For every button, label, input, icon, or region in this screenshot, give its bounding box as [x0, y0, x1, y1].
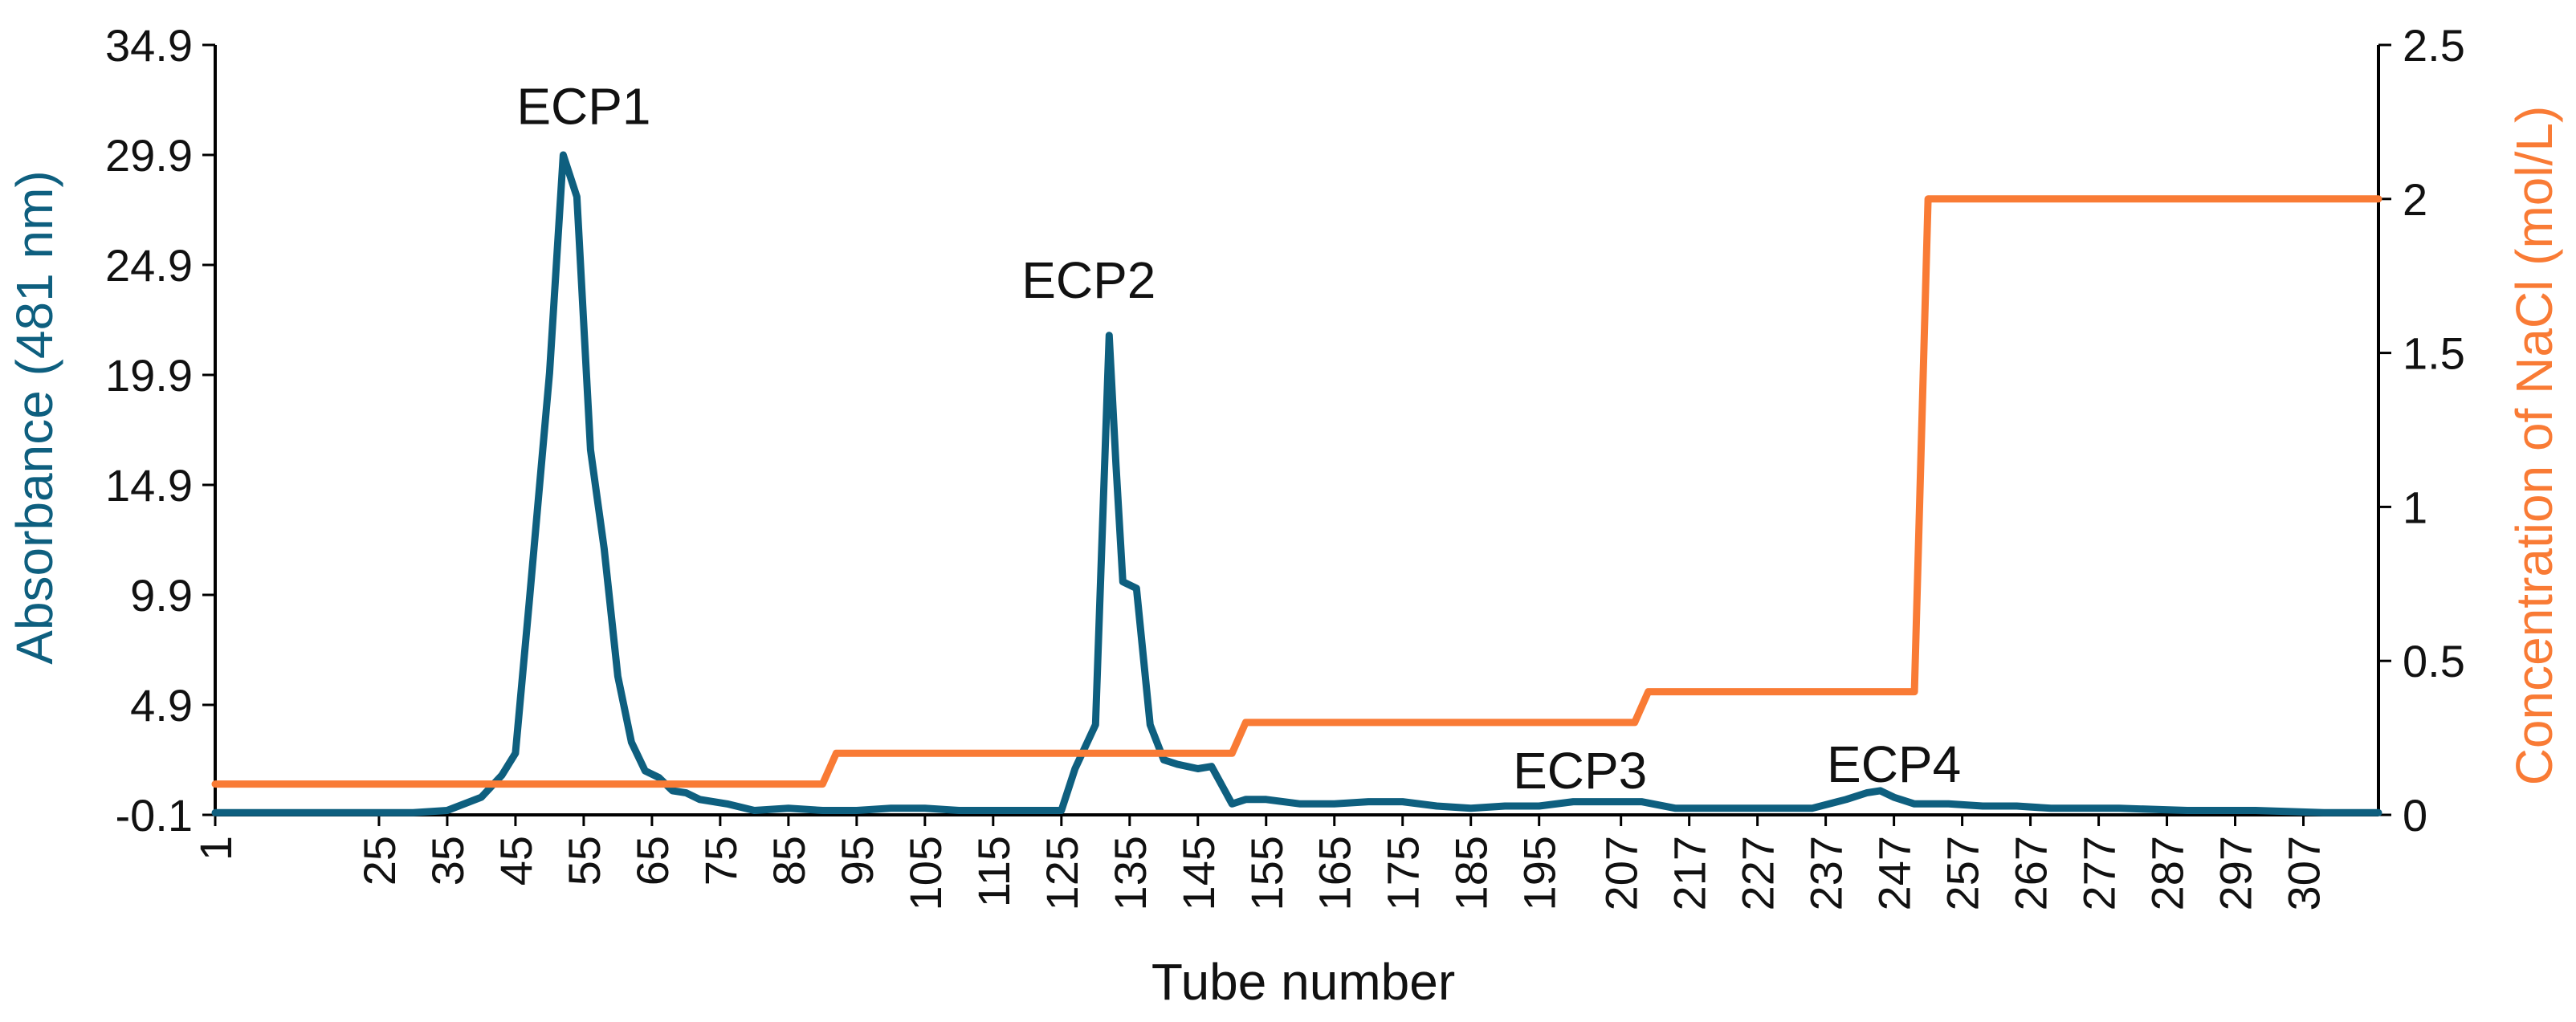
y-left-tick-label: 9.9 [130, 570, 193, 621]
y-right-tick-label: 1.5 [2403, 328, 2465, 379]
x-tick-label: 75 [695, 836, 746, 886]
y-left-tick-label: 29.9 [105, 130, 193, 181]
x-tick-label: 35 [422, 836, 473, 886]
x-tick-label: 95 [832, 836, 882, 886]
y-left-tick-label: 24.9 [105, 240, 193, 291]
x-tick-label: 297 [2211, 836, 2261, 910]
y-right-tick-label: 0.5 [2403, 636, 2465, 686]
y-left-axis-title: Absorbance (481 nm) [6, 170, 63, 664]
x-tick-label: 175 [1378, 836, 1429, 910]
x-tick-label: 85 [764, 836, 814, 886]
x-tick-label: 247 [1869, 836, 1920, 910]
series-layer [211, 151, 2382, 816]
x-tick-label: 135 [1105, 836, 1156, 910]
x-tick-label: 105 [900, 836, 951, 910]
axes [214, 45, 2380, 816]
x-tick-label: 307 [2279, 836, 2329, 910]
x-tick-label: 257 [1938, 836, 1988, 910]
x-tick-label: 1 [190, 836, 241, 861]
y-right-tick-label: 0 [2403, 790, 2427, 841]
peak-label: ECP2 [1021, 251, 1156, 309]
x-tick-label: 65 [627, 836, 678, 886]
x-tick-label: 217 [1665, 836, 1715, 910]
x-tick-label: 287 [2142, 836, 2193, 910]
y-right-tick-label: 2.5 [2403, 20, 2465, 71]
y-right-tick-label: 2 [2403, 174, 2427, 225]
x-tick-label: 195 [1514, 836, 1565, 910]
peak-label: ECP1 [516, 78, 650, 136]
y-right-axis-title: Concentration of NaCl (mol/L) [2505, 106, 2563, 786]
y-left-tick-label: 19.9 [105, 350, 193, 401]
x-tick-label: 207 [1596, 836, 1647, 910]
x-tick-label: 267 [2006, 836, 2056, 910]
peak-label: ECP4 [1827, 735, 1961, 793]
x-tick-label: 145 [1173, 836, 1224, 910]
x-tick-label: 25 [354, 836, 405, 886]
x-tick-label: 277 [2074, 836, 2125, 910]
x-axis-ticks: 1 25 35 45 55 65 75 85 95 105 115 125 135 145 155 165 17… [190, 815, 2329, 910]
series-line-nacl [211, 195, 2382, 788]
x-tick-label: 115 [968, 836, 1019, 907]
annotations: ECP1 ECP2 ECP3 ECP4 [516, 78, 1961, 800]
y-right-tick-label: 1 [2403, 482, 2427, 532]
x-tick-label: 227 [1733, 836, 1783, 910]
x-tick-label: 185 [1446, 836, 1497, 910]
x-tick-label: 237 [1801, 836, 1852, 910]
y-right-axis-ticks: 0 0.5 1 1.5 2 2.5 [2378, 20, 2465, 841]
y-left-tick-label: -0.1 [116, 790, 194, 841]
y-left-tick-label: 4.9 [130, 680, 193, 731]
y-left-tick-label: 34.9 [105, 20, 193, 71]
x-axis-title: Tube number [1151, 953, 1455, 1011]
x-tick-label: 55 [559, 836, 609, 886]
x-tick-label: 165 [1310, 836, 1360, 910]
x-tick-label: 45 [491, 836, 541, 886]
y-left-axis-ticks: -0.1 4.9 9.9 14.9 19.9 24.9 29.9 34.9 [105, 20, 215, 841]
x-tick-label: 125 [1037, 836, 1087, 910]
x-tick-label: 155 [1241, 836, 1292, 910]
series-line-absorbance [211, 151, 2382, 816]
y-left-tick-label: 14.9 [105, 460, 193, 511]
peak-label: ECP3 [1513, 742, 1647, 800]
